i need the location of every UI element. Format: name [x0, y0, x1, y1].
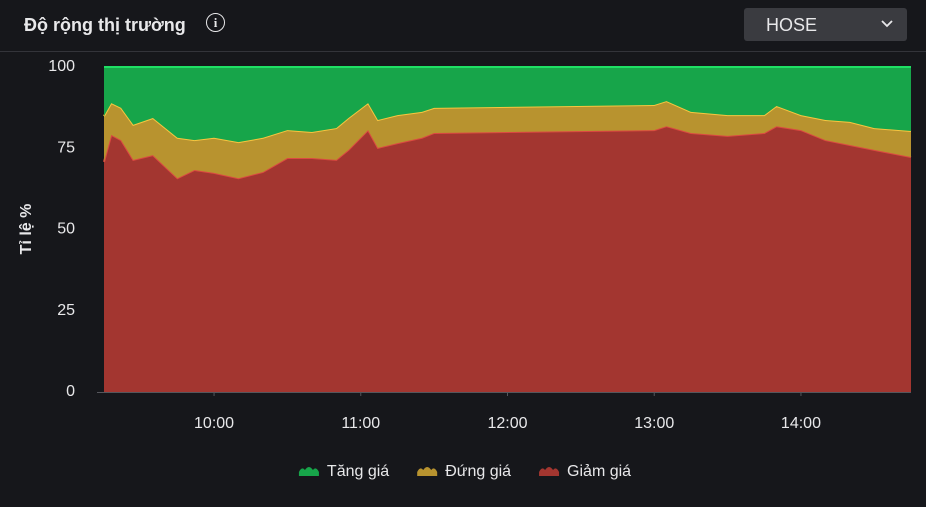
legend-item[interactable]: Giảm giá [539, 463, 631, 480]
x-tick-label: 12:00 [487, 415, 527, 432]
info-icon[interactable]: i [206, 13, 225, 32]
y-tick-label: 75 [57, 139, 75, 156]
y-axis-label: Tỉ lệ % [18, 204, 35, 255]
legend-item[interactable]: Tăng giá [298, 463, 389, 480]
chevron [881, 20, 893, 28]
legend-item[interactable]: Đứng giá [417, 463, 511, 480]
exchange-dropdown[interactable]: HOSE [744, 8, 907, 41]
y-tick-label: 25 [57, 302, 75, 319]
legend-icon [417, 467, 438, 476]
legend-icon [539, 467, 560, 476]
x-tick-label: 14:00 [781, 415, 821, 432]
header: Độ rộng thị trường i HOSE [0, 0, 926, 52]
legend-icon [298, 467, 319, 476]
legend-label: Đứng giá [445, 463, 511, 480]
legend-label: Tăng giá [327, 463, 389, 480]
y-tick-label: 0 [66, 383, 75, 400]
x-tick-label: 11:00 [341, 415, 380, 432]
area [104, 67, 911, 143]
area [104, 101, 911, 179]
x-tick-label: 13:00 [634, 415, 674, 432]
y-tick-label: 100 [48, 58, 75, 75]
legend-label: Giảm giá [567, 463, 631, 480]
legend: Tăng giá Đứng giá Giảm giá [298, 463, 631, 480]
area [104, 126, 911, 392]
x-tick-label: 10:00 [194, 415, 234, 432]
dropdown-value: HOSE [766, 15, 818, 35]
widget-title: Độ rộng thị trường [24, 15, 186, 35]
y-tick-label: 50 [57, 221, 75, 238]
